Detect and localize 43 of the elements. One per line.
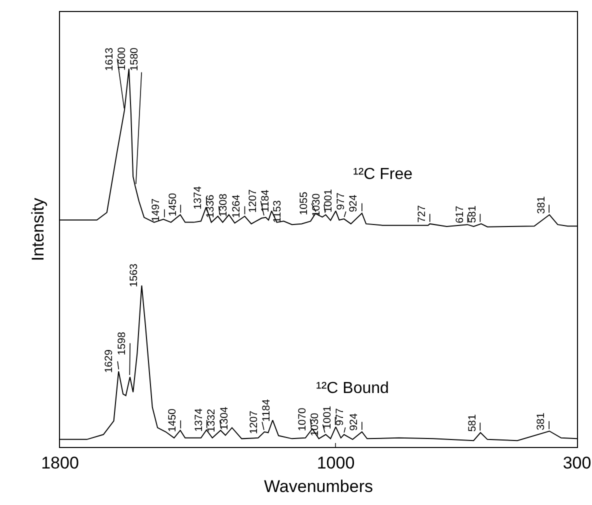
annotation: 1563 bbox=[128, 264, 140, 288]
annotation: 381 bbox=[535, 196, 548, 214]
text: ¹²C Bound bbox=[316, 380, 389, 397]
annotation: 727 bbox=[416, 204, 428, 223]
annotation: 1308 bbox=[218, 194, 230, 218]
annotation: 1030 bbox=[309, 412, 322, 436]
annotation: 1304 bbox=[218, 406, 231, 430]
annotation: 1030 bbox=[310, 193, 322, 217]
annotation: 1001 bbox=[321, 406, 334, 430]
annotation: 1001 bbox=[322, 189, 335, 213]
annotation: 1184 bbox=[259, 189, 272, 212]
annotation: 1184 bbox=[260, 398, 272, 422]
annotation: 1450 bbox=[166, 192, 179, 216]
series-label: ¹²C Free bbox=[353, 166, 413, 183]
annotation: 1332 bbox=[206, 408, 218, 432]
annotation: 1055 bbox=[298, 192, 310, 216]
annotation: 1497 bbox=[150, 198, 162, 222]
annotation: 977 bbox=[335, 192, 348, 210]
x-tick-label: 1000 bbox=[316, 453, 355, 472]
annotation: 1264 bbox=[230, 194, 242, 218]
annotation: 1600 bbox=[116, 46, 128, 70]
annotation: 977 bbox=[334, 408, 346, 426]
annotation: 924 bbox=[348, 194, 360, 212]
y-axis-title: Intensity bbox=[28, 197, 48, 262]
x-axis-title: Wavenumbers bbox=[264, 476, 373, 496]
annotation: 381 bbox=[534, 412, 547, 430]
annotation: 1629 bbox=[103, 349, 116, 373]
annotation: 1374 bbox=[192, 408, 205, 432]
annotation: 1598 bbox=[116, 332, 128, 356]
annotation: 1207 bbox=[246, 189, 259, 213]
annotation: 1070 bbox=[296, 408, 308, 432]
annotation: 581 bbox=[466, 414, 479, 432]
annotation: 1450 bbox=[166, 408, 178, 432]
x-tick-label: 1800 bbox=[41, 453, 79, 472]
annotation: 924 bbox=[348, 413, 360, 431]
annotation: 1207 bbox=[248, 410, 260, 434]
x-tick-label: 300 bbox=[562, 453, 592, 472]
annotation: 1613 bbox=[103, 47, 116, 71]
annotation: 1374 bbox=[192, 186, 204, 210]
annotation: 1153 bbox=[272, 200, 284, 223]
annotation: 617 bbox=[454, 206, 466, 224]
annotation: 1580 bbox=[128, 47, 140, 71]
annotation: 581 bbox=[466, 205, 478, 224]
